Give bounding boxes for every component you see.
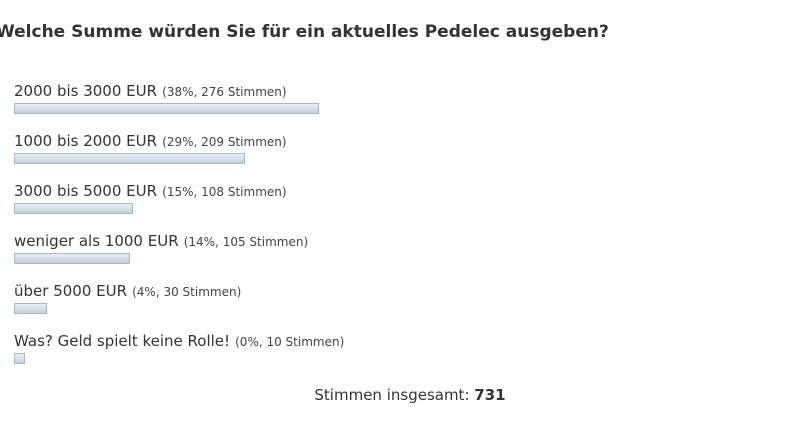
poll-option: 2000 bis 3000 EUR (38%, 276 Stimmen) [14, 82, 754, 122]
result-bar-fill [14, 303, 47, 314]
option-stats: (14%, 105 Stimmen) [183, 235, 309, 249]
poll-option: Was? Geld spielt keine Rolle! (0%, 10 St… [14, 332, 754, 372]
result-bar [14, 353, 754, 365]
result-bar-fill [14, 153, 245, 164]
option-stats: (15%, 108 Stimmen) [162, 185, 287, 199]
total-votes: Stimmen insgesamt: 731 [0, 386, 790, 404]
option-stats: (29%, 209 Stimmen) [162, 135, 287, 149]
option-stats: (38%, 276 Stimmen) [162, 85, 287, 99]
option-stats: (4%, 30 Stimmen) [132, 285, 242, 299]
result-bar [14, 303, 754, 315]
poll-option: 1000 bis 2000 EUR (29%, 209 Stimmen) [14, 132, 754, 172]
result-bar [14, 203, 754, 215]
poll-option: weniger als 1000 EUR (14%, 105 Stimmen) [14, 232, 754, 272]
poll-title: Welche Summe würden Sie für ein aktuelle… [0, 22, 609, 42]
poll-option: 3000 bis 5000 EUR (15%, 108 Stimmen) [14, 182, 754, 222]
result-bar [14, 153, 754, 165]
option-label: weniger als 1000 EUR [14, 232, 179, 250]
option-label: Was? Geld spielt keine Rolle! [14, 332, 231, 350]
result-bar [14, 103, 754, 115]
result-bar [14, 253, 754, 265]
result-bar-fill [14, 253, 130, 264]
total-votes-count: 731 [474, 386, 506, 404]
total-votes-label: Stimmen insgesamt: [314, 386, 470, 404]
option-label: 2000 bis 3000 EUR [14, 82, 158, 100]
result-bar-fill [14, 353, 25, 364]
option-label: über 5000 EUR [14, 282, 128, 300]
option-label: 1000 bis 2000 EUR [14, 132, 158, 150]
result-bar-fill [14, 103, 319, 114]
poll-option: über 5000 EUR (4%, 30 Stimmen) [14, 282, 754, 322]
option-stats: (0%, 10 Stimmen) [235, 335, 345, 349]
result-bar-fill [14, 203, 133, 214]
option-label: 3000 bis 5000 EUR [14, 182, 158, 200]
